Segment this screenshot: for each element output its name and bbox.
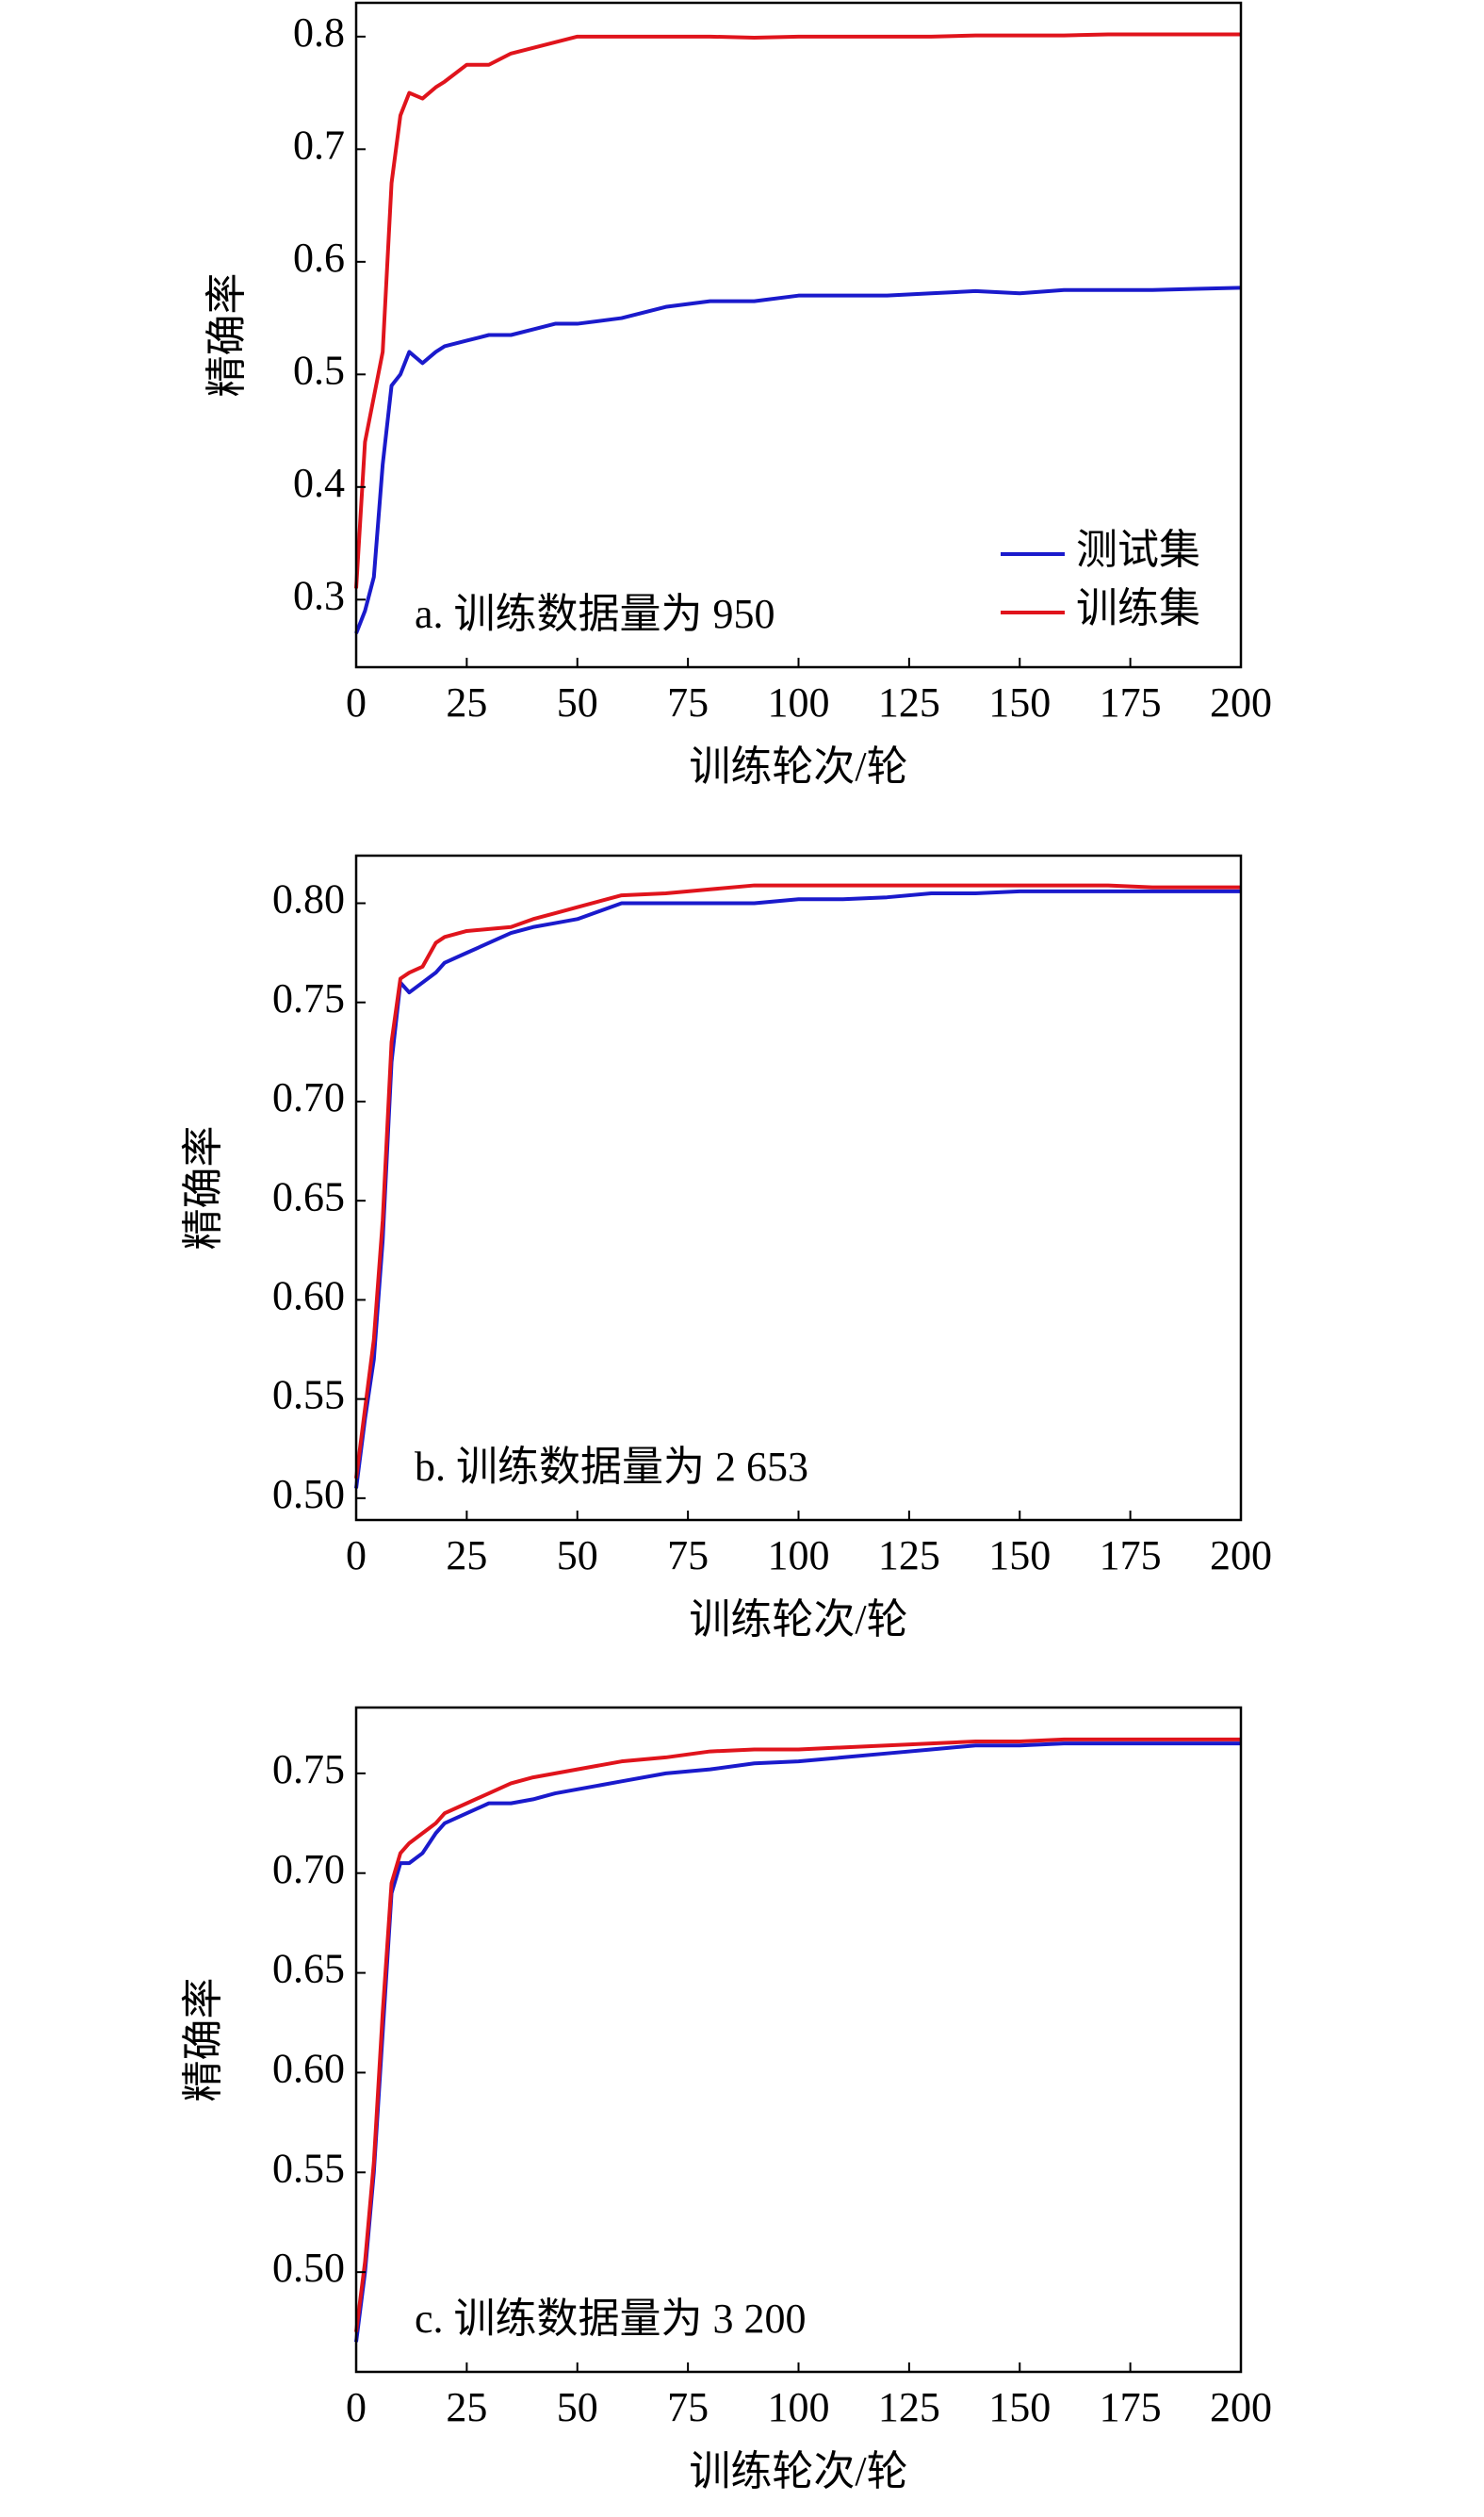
x-tick-label: 200	[1210, 1532, 1272, 1578]
y-tick-label: 0.8	[293, 9, 345, 56]
x-tick-label: 25	[446, 1532, 487, 1578]
y-tick-label: 0.55	[272, 1372, 345, 1418]
x-tick-label: 200	[1210, 679, 1272, 726]
x-tick-label: 150	[988, 1532, 1051, 1578]
x-tick-label: 50	[557, 1532, 598, 1578]
annotation: b. 训练数据量为 2 653	[415, 1444, 808, 1490]
x-tick-label: 200	[1210, 2384, 1272, 2430]
line-series	[354, 883, 1241, 1479]
y-tick-label: 0.60	[272, 1272, 345, 1318]
y-tick-label: 0.70	[272, 1846, 345, 1892]
x-tick-label: 125	[878, 2384, 940, 2430]
x-tick-label: 175	[1100, 679, 1162, 726]
x-tick-label: 125	[878, 1532, 940, 1578]
x-tick-label: 100	[768, 679, 830, 726]
y-tick-label: 0.55	[272, 2145, 345, 2191]
y-axis-label: 精确率	[180, 1978, 226, 2102]
plot-frame	[354, 1706, 1243, 2374]
x-tick-label: 150	[988, 2384, 1051, 2430]
y-tick-label: 0.6	[293, 235, 345, 281]
x-tick-label: 75	[667, 2384, 709, 2430]
y-tick-label: 0.3	[293, 572, 345, 618]
y-tick-label: 0.7	[293, 122, 345, 168]
line-series	[354, 889, 1241, 1489]
x-axis-label: 训练轮次/轮	[689, 744, 907, 790]
annotation: a. 训练数据量为 950	[415, 591, 775, 637]
line-series	[354, 1737, 1241, 2332]
y-axis-label: 精确率	[204, 273, 250, 398]
x-tick-label: 50	[557, 679, 598, 726]
legend-label: 测试集	[1076, 527, 1200, 573]
x-tick-label: 150	[988, 679, 1051, 726]
y-tick-label: 0.65	[272, 1173, 345, 1219]
x-tick-label: 0	[346, 679, 367, 726]
plot-frame	[354, 854, 1243, 1522]
y-tick-label: 0.50	[272, 2245, 345, 2291]
line-series	[354, 32, 1241, 589]
y-tick-label: 0.60	[272, 2046, 345, 2092]
y-axis-label: 精确率	[180, 1126, 226, 1250]
x-tick-label: 75	[667, 1532, 709, 1578]
y-tick-label: 0.70	[272, 1074, 345, 1120]
x-axis-label: 训练轮次/轮	[689, 1596, 907, 1643]
x-tick-label: 75	[667, 679, 709, 726]
y-tick-label: 0.75	[272, 1746, 345, 1792]
x-tick-label: 125	[878, 679, 940, 726]
annotation: c. 训练数据量为 3 200	[415, 2296, 807, 2342]
x-tick-label: 0	[346, 2384, 367, 2430]
x-tick-label: 175	[1100, 1532, 1162, 1578]
y-tick-label: 0.5	[293, 347, 345, 393]
x-axis-label: 训练轮次/轮	[689, 2448, 907, 2494]
x-tick-label: 175	[1100, 2384, 1162, 2430]
x-tick-label: 100	[768, 1532, 830, 1578]
line-series	[354, 1741, 1241, 2343]
x-tick-label: 0	[346, 1532, 367, 1578]
x-tick-label: 25	[446, 679, 487, 726]
line-series	[354, 286, 1242, 634]
x-tick-label: 50	[557, 2384, 598, 2430]
y-tick-label: 0.75	[272, 975, 345, 1022]
y-tick-label: 0.65	[272, 1946, 345, 1992]
legend-label: 训练集	[1076, 585, 1200, 631]
y-tick-label: 0.4	[293, 460, 345, 506]
x-tick-label: 25	[446, 2384, 487, 2430]
y-tick-label: 0.80	[272, 876, 345, 923]
x-tick-label: 100	[768, 2384, 830, 2430]
y-tick-label: 0.50	[272, 1471, 345, 1517]
